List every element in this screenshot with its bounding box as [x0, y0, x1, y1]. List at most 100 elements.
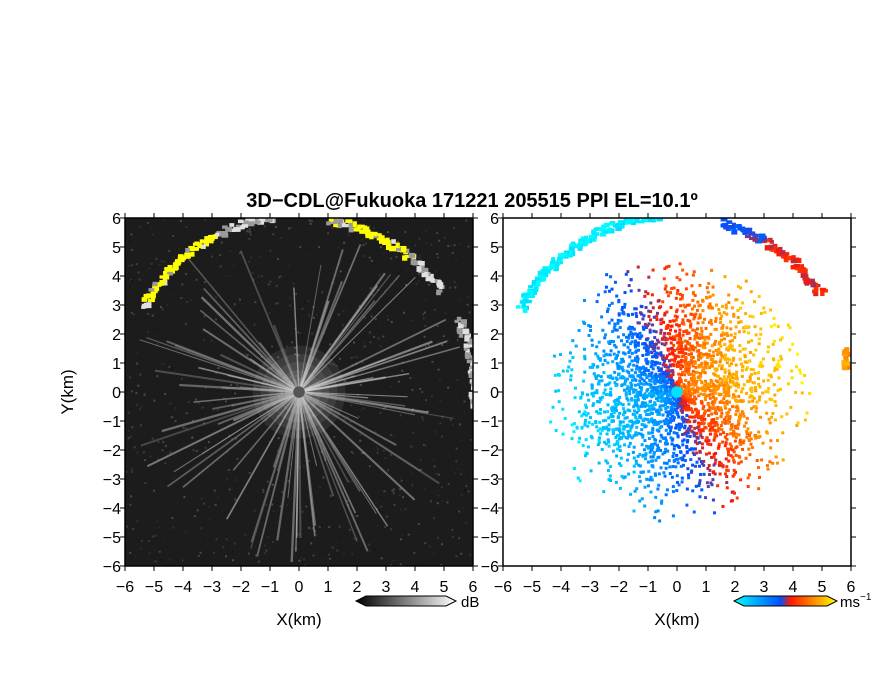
reflectivity-noise-speck — [148, 431, 151, 434]
velocity-echo-cell — [748, 375, 752, 379]
reflectivity-noise-speck — [441, 344, 444, 347]
reflectivity-noise-speck — [447, 245, 450, 248]
velocity-echo-cell — [701, 388, 705, 392]
reflectivity-noise-speck — [368, 550, 371, 553]
reflectivity-noise-speck — [279, 237, 282, 240]
velocity-ring-echo — [526, 293, 533, 298]
reflectivity-noise-speck — [395, 261, 398, 264]
y-tick-label: −3 — [481, 472, 499, 489]
velocity-echo-cell — [744, 456, 748, 460]
velocity-echo-cell — [672, 343, 676, 347]
reflectivity-noise-speck — [135, 351, 138, 354]
velocity-echo-cell — [757, 398, 761, 402]
velocity-echo-cell — [679, 456, 683, 460]
velocity-echo-cell — [741, 365, 745, 369]
velocity-echo-cell — [698, 387, 702, 391]
reflectivity-noise-speck — [440, 272, 443, 275]
velocity-echo-cell — [689, 378, 693, 382]
velocity-echo-cell — [663, 474, 667, 478]
reflectivity-noise-speck — [208, 508, 211, 511]
velocity-echo-cell — [668, 417, 672, 421]
reflectivity-noise-speck — [332, 363, 335, 366]
velocity-echo-cell — [713, 397, 717, 401]
velocity-echo-cell — [633, 489, 637, 493]
reflectivity-ring-echo — [192, 242, 198, 246]
reflectivity-noise-speck — [453, 471, 456, 474]
velocity-echo-cell — [688, 337, 692, 341]
velocity-echo-cell — [666, 381, 670, 385]
reflectivity-ring-echo — [143, 293, 150, 299]
velocity-echo-cell — [732, 314, 736, 318]
velocity-echo-cell — [758, 434, 762, 438]
velocity-ring-echo — [755, 233, 763, 238]
velocity-echo-cell — [628, 434, 632, 438]
velocity-echo-cell — [579, 396, 583, 400]
reflectivity-noise-speck — [409, 329, 412, 332]
velocity-echo-cell — [611, 419, 615, 423]
reflectivity-noise-speck — [264, 423, 267, 426]
reflectivity-ring-echo — [422, 267, 429, 272]
velocity-echo-cell — [697, 421, 701, 425]
velocity-ring-echo — [604, 229, 612, 234]
reflectivity-radial-streak — [298, 264, 322, 393]
velocity-ring-echo — [720, 223, 727, 228]
velocity-echo-cell — [684, 387, 688, 391]
velocity-echo-cell — [622, 425, 626, 429]
velocity-echo-cell — [705, 394, 709, 398]
velocity-echo-cell — [791, 342, 795, 346]
reflectivity-noise-speck — [129, 503, 132, 506]
reflectivity-ring-echo — [463, 347, 468, 351]
reflectivity-noise-speck — [262, 422, 265, 425]
velocity-echo-cell — [772, 383, 776, 387]
reflectivity-noise-speck — [449, 286, 452, 289]
velocity-echo-cell — [737, 421, 741, 425]
reflectivity-noise-speck — [302, 558, 305, 561]
velocity-echo-cell — [613, 370, 617, 374]
velocity-echo-cell — [621, 305, 625, 309]
velocity-echo-cell — [698, 333, 702, 337]
velocity-echo-cell — [740, 368, 744, 372]
velocity-echo-cell — [771, 342, 775, 346]
velocity-ring-echo — [788, 255, 796, 260]
reflectivity-noise-speck — [378, 274, 381, 277]
reflectivity-noise-speck — [130, 327, 133, 330]
velocity-echo-cell — [602, 391, 606, 395]
velocity-echo-cell — [627, 351, 631, 355]
velocity-echo-cell — [748, 314, 752, 318]
reflectivity-noise-speck — [418, 237, 421, 240]
velocity-echo-cell — [749, 290, 753, 294]
reflectivity-ring-echo — [391, 239, 396, 244]
reflectivity-noise-speck — [156, 520, 159, 523]
reflectivity-noise-speck — [126, 525, 129, 528]
velocity-echo-cell — [678, 339, 682, 343]
reflectivity-noise-speck — [310, 219, 313, 222]
reflectivity-noise-speck — [430, 500, 433, 503]
velocity-echo-cell — [596, 411, 600, 415]
velocity-echo-cell — [682, 420, 686, 424]
reflectivity-noise-speck — [449, 513, 452, 516]
reflectivity-noise-speck — [317, 390, 320, 393]
velocity-echo-cell — [664, 284, 668, 288]
velocity-echo-cell — [713, 432, 717, 436]
velocity-echo-cell — [597, 400, 601, 404]
velocity-echo-cell — [699, 431, 703, 435]
reflectivity-noise-speck — [465, 219, 468, 222]
velocity-echo-cell — [682, 354, 686, 358]
velocity-echo-cell — [732, 450, 736, 454]
reflectivity-noise-speck — [449, 418, 452, 421]
reflectivity-noise-speck — [271, 503, 274, 506]
velocity-echo-cell — [591, 362, 595, 366]
reflectivity-radial-streak — [298, 391, 397, 446]
velocity-echo-cell — [683, 426, 687, 430]
velocity-echo-cell — [608, 415, 612, 419]
reflectivity-noise-speck — [148, 552, 151, 555]
reflectivity-ring-echo — [151, 287, 158, 294]
velocity-colorbar-unit-exponent: −1 — [860, 592, 872, 603]
velocity-echo-cell — [647, 309, 651, 313]
velocity-echo-cell — [638, 499, 642, 503]
reflectivity-noise-speck — [411, 388, 414, 391]
velocity-echo-cell — [633, 421, 637, 425]
reflectivity-ring-echo — [229, 228, 236, 233]
reflectivity-noise-speck — [263, 380, 266, 383]
